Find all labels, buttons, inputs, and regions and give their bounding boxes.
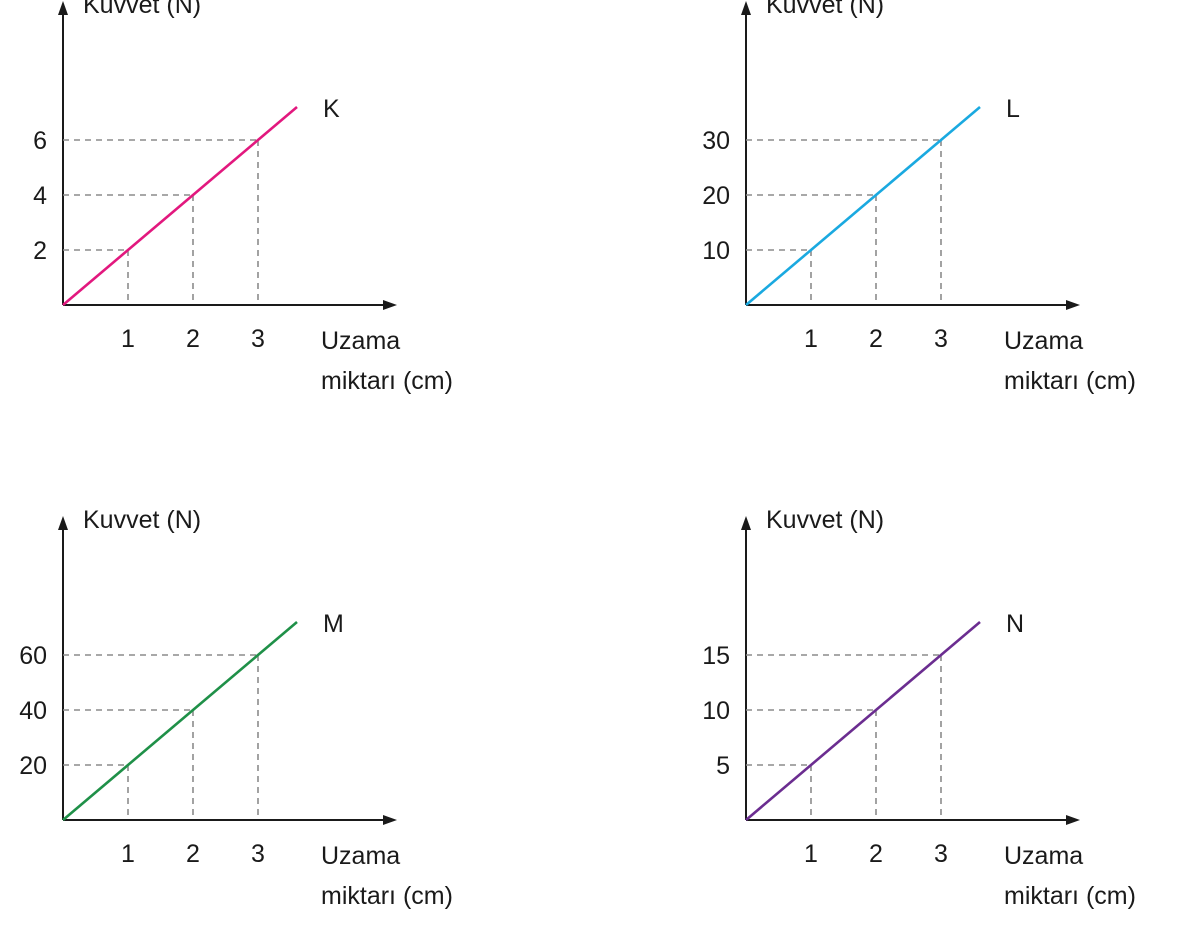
chart-panel-n: Kuvvet (N) Uzama miktarı (cm) 1 2 3 5 10 15 N: [702, 506, 1136, 910]
series-label-m: M: [323, 610, 344, 638]
x-axis-arrow-icon: [1066, 300, 1080, 310]
y-axis-title: Kuvvet (N): [766, 0, 884, 19]
x-tick-label: 2: [186, 325, 200, 353]
y-axis-title: Kuvvet (N): [766, 506, 884, 534]
y-tick-label: 40: [19, 697, 47, 725]
series-label-l: L: [1006, 95, 1020, 123]
x-axis-arrow-icon: [1066, 815, 1080, 825]
x-tick-label: 2: [186, 840, 200, 868]
x-tick-label: 3: [934, 840, 948, 868]
y-tick-label: 10: [702, 697, 730, 725]
y-axis-arrow-icon: [58, 516, 68, 530]
y-tick-label: 2: [33, 237, 47, 265]
x-axis-title-line-1: Uzama: [321, 842, 400, 870]
x-tick-label: 1: [121, 325, 135, 353]
y-tick-label: 20: [702, 182, 730, 210]
x-axis-arrow-icon: [383, 815, 397, 825]
y-tick-label: 60: [19, 642, 47, 670]
x-tick-label: 3: [251, 840, 265, 868]
x-tick-label: 1: [804, 840, 818, 868]
y-tick-label: 15: [702, 642, 730, 670]
series-label-n: N: [1006, 610, 1024, 638]
x-tick-label: 1: [121, 840, 135, 868]
y-axis-title: Kuvvet (N): [83, 0, 201, 19]
x-axis-title-line-1: Uzama: [321, 327, 400, 355]
y-tick-label: 5: [716, 752, 730, 780]
x-axis-arrow-icon: [383, 300, 397, 310]
y-tick-label: 6: [33, 127, 47, 155]
x-tick-label: 3: [251, 325, 265, 353]
y-tick-label: 30: [702, 127, 730, 155]
chart-panel-k: Kuvvet (N) Uzama miktarı (cm) 1 2 3 2 4 6 K: [33, 0, 453, 395]
x-tick-label: 3: [934, 325, 948, 353]
x-axis-title-line-2: miktarı (cm): [1004, 882, 1136, 910]
y-tick-label: 10: [702, 237, 730, 265]
y-tick-label: 4: [33, 182, 47, 210]
y-axis-arrow-icon: [741, 1, 751, 15]
x-tick-label: 2: [869, 840, 883, 868]
y-axis-arrow-icon: [741, 516, 751, 530]
series-line-k: [62, 106, 298, 306]
series-label-k: K: [323, 95, 340, 123]
chart-panel-l: Kuvvet (N) Uzama miktarı (cm) 1 2 3 10 20 30 L: [702, 0, 1136, 395]
x-tick-label: 2: [869, 325, 883, 353]
y-tick-label: 20: [19, 752, 47, 780]
x-axis-title-line-2: miktarı (cm): [321, 367, 453, 395]
x-axis-title-line-2: miktarı (cm): [1004, 367, 1136, 395]
x-axis-title-line-1: Uzama: [1004, 327, 1083, 355]
series-line-m: [62, 621, 298, 821]
y-axis-arrow-icon: [58, 1, 68, 15]
chart-panel-m: Kuvvet (N) Uzama miktarı (cm) 1 2 3 20 40 60 M: [19, 506, 453, 910]
y-axis-title: Kuvvet (N): [83, 506, 201, 534]
series-line-l: [745, 106, 981, 306]
series-line-n: [745, 621, 981, 821]
x-tick-label: 1: [804, 325, 818, 353]
x-axis-title-line-1: Uzama: [1004, 842, 1083, 870]
x-axis-title-line-2: miktarı (cm): [321, 882, 453, 910]
